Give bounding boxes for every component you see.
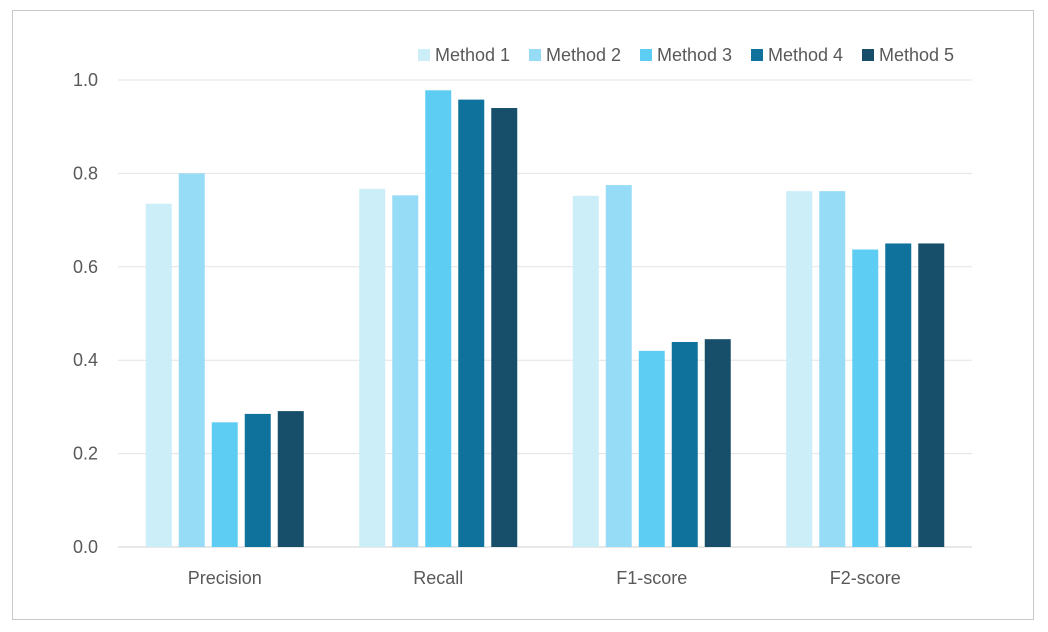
bar-f2-score-method-1 — [786, 191, 813, 547]
legend-swatch — [862, 49, 874, 61]
bar-f1-score-method-1 — [572, 195, 599, 548]
x-axis-categories: Precision Recall F1-score F2-score — [188, 568, 901, 588]
bar-precision-method-5 — [277, 411, 304, 547]
bar-f2-score-method-4 — [885, 243, 912, 547]
legend-label: Method 4 — [768, 45, 843, 65]
bar-precision-method-3 — [211, 422, 238, 547]
x-category-label: F2-score — [830, 568, 901, 588]
bar-recall-method-5 — [491, 108, 518, 548]
x-category-label: Recall — [413, 568, 463, 588]
bar-f1-score-method-2 — [605, 185, 632, 547]
legend-swatch — [529, 49, 541, 61]
legend-swatch — [640, 49, 652, 61]
legend-swatch — [418, 49, 430, 61]
y-tick-label: 0.4 — [73, 350, 98, 370]
bars — [145, 90, 945, 548]
legend-swatch — [751, 49, 763, 61]
y-tick-label: 0.6 — [73, 257, 98, 277]
legend-label: Method 3 — [657, 45, 732, 65]
x-category-label: Precision — [188, 568, 262, 588]
y-axis-ticks: 0.0 0.2 0.4 0.6 0.8 1.0 — [73, 70, 98, 557]
bar-precision-method-1 — [145, 203, 172, 547]
bar-recall-method-2 — [392, 195, 419, 547]
bar-recall-method-4 — [458, 99, 485, 547]
y-tick-label: 0.8 — [73, 163, 98, 183]
bar-f2-score-method-2 — [819, 191, 846, 547]
y-tick-label: 1.0 — [73, 70, 98, 90]
bar-f1-score-method-3 — [638, 350, 665, 547]
bar-recall-method-3 — [425, 90, 452, 548]
legend-label: Method 2 — [546, 45, 621, 65]
y-tick-label: 0.0 — [73, 537, 98, 557]
bar-f1-score-method-4 — [671, 341, 698, 547]
x-category-label: F1-score — [616, 568, 687, 588]
bar-precision-method-2 — [178, 173, 205, 547]
bar-f2-score-method-5 — [918, 243, 945, 547]
legend-label: Method 1 — [435, 45, 510, 65]
bar-f1-score-method-5 — [704, 339, 731, 547]
bar-recall-method-1 — [359, 188, 386, 547]
bar-precision-method-4 — [244, 413, 271, 547]
legend-label: Method 5 — [879, 45, 954, 65]
y-tick-label: 0.2 — [73, 444, 98, 464]
legend: Method 1 Method 2 Method 3 Method 4 Method 5 — [418, 45, 954, 65]
bar-f2-score-method-3 — [852, 249, 879, 547]
